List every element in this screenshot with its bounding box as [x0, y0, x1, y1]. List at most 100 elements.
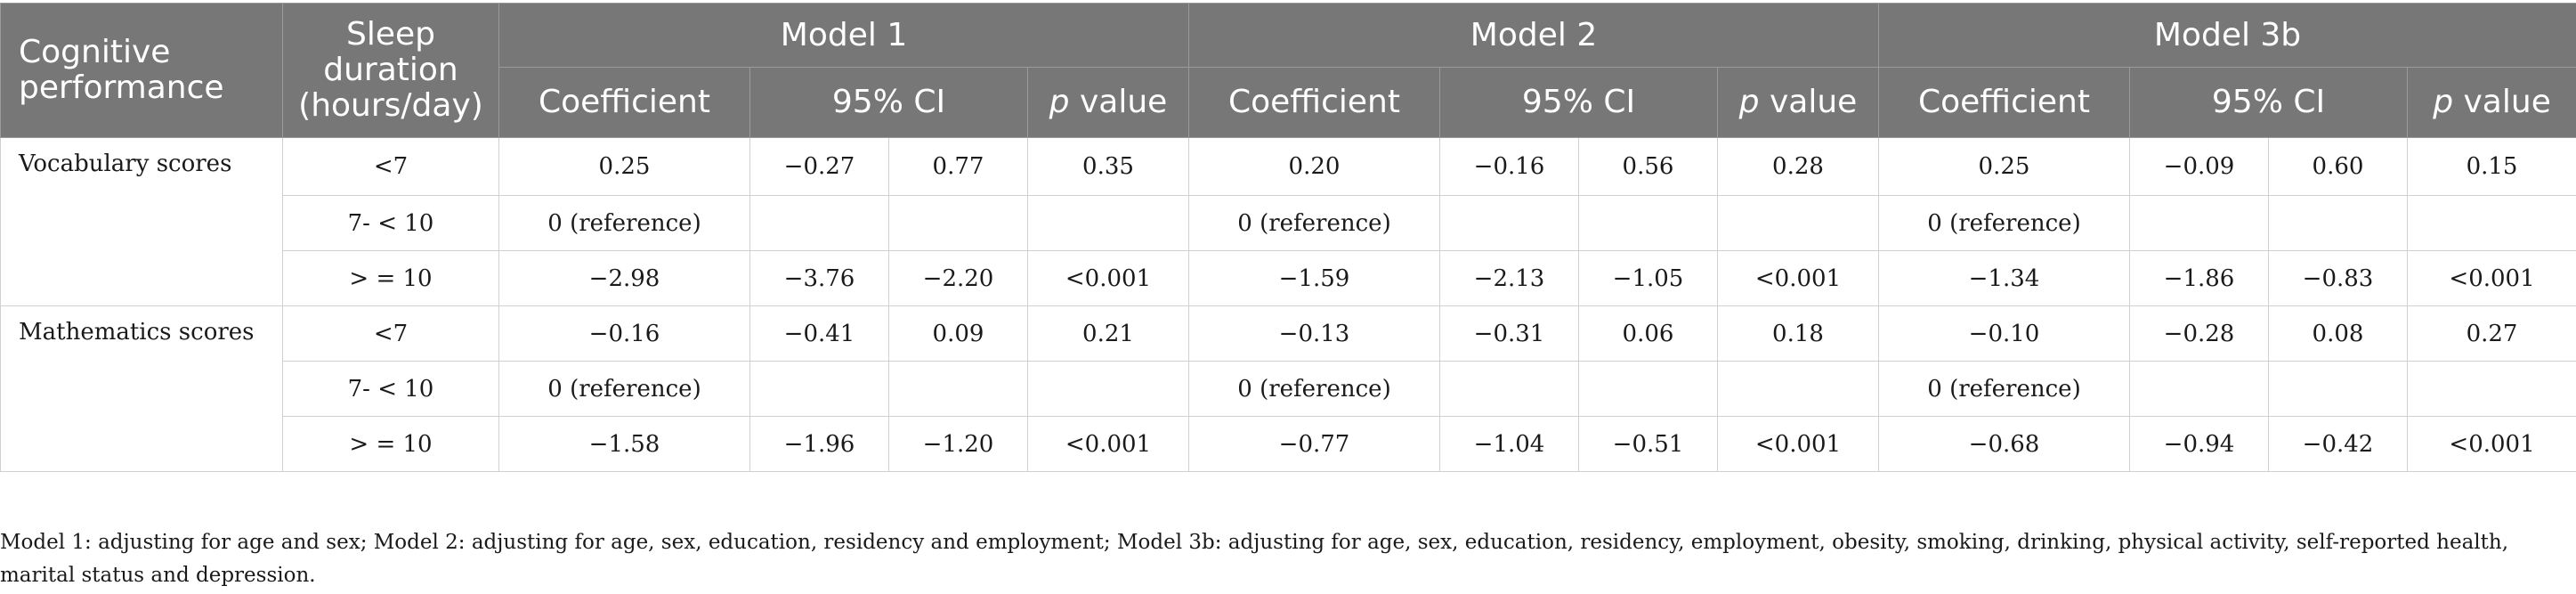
ci-lower-cell — [1439, 361, 1579, 417]
sleep-duration-cell: <7 — [282, 137, 499, 196]
ci-lower-cell — [749, 195, 889, 251]
ci-lower-cell: −0.27 — [749, 137, 889, 196]
p-value-cell: 0.18 — [1717, 305, 1879, 362]
sleep-duration-cell: > = 10 — [282, 416, 499, 472]
p-value-cell: <0.001 — [1027, 250, 1189, 306]
ci-lower-cell: −0.09 — [2129, 137, 2269, 196]
p-value-cell — [1717, 361, 1879, 417]
coefficient-cell: −0.10 — [1878, 305, 2130, 362]
p-value-cell: <0.001 — [1027, 416, 1189, 472]
p-value-cell: 0.28 — [1717, 137, 1879, 196]
header-p-suffix: value — [2453, 84, 2551, 120]
ci-lower-cell: −1.04 — [1439, 416, 1579, 472]
table-row: 7- < 10 0 (reference) 0 (reference) 0 (refe… — [1, 195, 2576, 251]
header-cognitive-performance: Cognitive performance — [0, 3, 283, 138]
coefficient-cell: −1.34 — [1878, 250, 2130, 306]
header-p-value: p value — [2406, 67, 2576, 138]
ci-lower-cell: −1.86 — [2129, 250, 2269, 306]
ci-upper-cell — [2268, 361, 2408, 417]
p-value-cell: 0.27 — [2406, 305, 2576, 362]
ci-lower-cell: −0.41 — [749, 305, 889, 362]
coefficient-cell: 0.25 — [498, 137, 750, 196]
table-row: > = 10 −1.58 −1.96 −1.20 <0.001 −0.77 −1.04 −0.… — [1, 416, 2576, 472]
ci-upper-cell: −2.20 — [888, 250, 1028, 306]
ci-upper-cell: −1.20 — [888, 416, 1028, 472]
ci-upper-cell: 0.77 — [888, 137, 1028, 196]
ci-lower-cell: −3.76 — [749, 250, 889, 306]
coefficient-cell: 0.20 — [1188, 137, 1440, 196]
table-footnote: Model 1: adjusting for age and sex; Mode… — [0, 531, 2509, 587]
ci-lower-cell: −1.96 — [749, 416, 889, 472]
coefficient-cell: −2.98 — [498, 250, 750, 306]
p-value-cell: 0.21 — [1027, 305, 1189, 362]
header-p-value: p value — [1027, 67, 1189, 138]
ci-upper-cell: −0.51 — [1578, 416, 1718, 472]
ci-upper-cell — [888, 361, 1028, 417]
header-coefficient: Coefficient — [1188, 67, 1440, 138]
coefficient-cell: −1.58 — [498, 416, 750, 472]
ci-upper-cell: 0.60 — [2268, 137, 2408, 196]
header-model-1: Model 1 — [498, 3, 1189, 68]
ci-lower-cell — [1439, 195, 1579, 251]
ci-lower-cell: −0.94 — [2129, 416, 2269, 472]
cognitive-performance-label: Vocabulary scores — [0, 137, 283, 306]
sleep-duration-cell: > = 10 — [282, 250, 499, 306]
coefficient-cell: 0 (reference) — [1188, 195, 1440, 251]
coefficient-cell: 0 (reference) — [1188, 361, 1440, 417]
p-value-cell: 0.35 — [1027, 137, 1189, 196]
ci-upper-cell: 0.09 — [888, 305, 1028, 362]
header-model-2: Model 2 — [1188, 3, 1879, 68]
p-value-cell: <0.001 — [1717, 250, 1879, 306]
p-value-cell — [1027, 361, 1189, 417]
coefficient-cell: 0 (reference) — [498, 361, 750, 417]
header-95-ci: 95% CI — [749, 67, 1028, 138]
ci-upper-cell — [1578, 361, 1718, 417]
header-row-models: Cognitive performance Sleep duration (ho… — [0, 3, 2576, 138]
header-95-ci: 95% CI — [1439, 67, 1718, 138]
coefficient-cell: −1.59 — [1188, 250, 1440, 306]
header-p-letter: p — [1049, 84, 1070, 120]
ci-lower-cell — [2129, 195, 2269, 251]
header-sleep-duration: Sleep duration (hours/day) — [282, 3, 499, 138]
p-value-cell — [2406, 361, 2576, 417]
header-coefficient: Coefficient — [1878, 67, 2130, 138]
ci-lower-cell: −2.13 — [1439, 250, 1579, 306]
p-value-cell: 0.15 — [2406, 137, 2576, 196]
table-row: Mathematics scores <7 −0.16 −0.41 0.09 0.21 −0… — [0, 305, 2576, 472]
ci-upper-cell — [1578, 195, 1718, 251]
header-row-stats: Coefficient 95% CI p value Coefficient 95% C… — [1, 67, 2576, 138]
header-p-letter: p — [1738, 84, 1760, 120]
p-value-cell: <0.001 — [2406, 416, 2576, 472]
ci-lower-cell — [2129, 361, 2269, 417]
header-95-ci: 95% CI — [2129, 67, 2408, 138]
ci-lower-cell: −0.31 — [1439, 305, 1579, 362]
coefficient-cell: −0.68 — [1878, 416, 2130, 472]
cognitive-performance-label: Mathematics scores — [0, 305, 283, 472]
sleep-duration-cell: 7- < 10 — [282, 195, 499, 251]
ci-lower-cell — [749, 361, 889, 417]
ci-lower-cell: −0.28 — [2129, 305, 2269, 362]
coefficient-cell: 0 (reference) — [1878, 195, 2130, 251]
header-model-3b: Model 3b — [1877, 3, 2576, 68]
ci-lower-cell: −0.16 — [1439, 137, 1579, 196]
sleep-duration-cell: <7 — [282, 305, 499, 362]
ci-upper-cell — [2268, 195, 2408, 251]
ci-upper-cell — [888, 195, 1028, 251]
coefficient-cell: 0.25 — [1878, 137, 2130, 196]
header-p-letter: p — [2433, 84, 2454, 120]
p-value-cell: <0.001 — [2406, 250, 2576, 306]
coefficient-cell: 0 (reference) — [1878, 361, 2130, 417]
coefficient-cell: −0.77 — [1188, 416, 1440, 472]
ci-upper-cell: −0.83 — [2268, 250, 2408, 306]
p-value-cell — [1027, 195, 1189, 251]
coefficient-cell: −0.16 — [498, 305, 750, 362]
results-table: Cognitive performance Sleep duration (ho… — [0, 3, 2576, 472]
ci-upper-cell: 0.56 — [1578, 137, 1718, 196]
table-body: Vocabulary scores <7 0.25 −0.27 0.77 0.35 0.20… — [0, 137, 2576, 472]
coefficient-cell: 0 (reference) — [498, 195, 750, 251]
ci-upper-cell: −0.42 — [2268, 416, 2408, 472]
coefficient-cell: −0.13 — [1188, 305, 1440, 362]
table-row: > = 10 −2.98 −3.76 −2.20 <0.001 −1.59 −2.13 −1.… — [1, 250, 2576, 306]
table-row: 7- < 10 0 (reference) 0 (reference) 0 (refe… — [1, 361, 2576, 417]
p-value-cell — [2406, 195, 2576, 251]
